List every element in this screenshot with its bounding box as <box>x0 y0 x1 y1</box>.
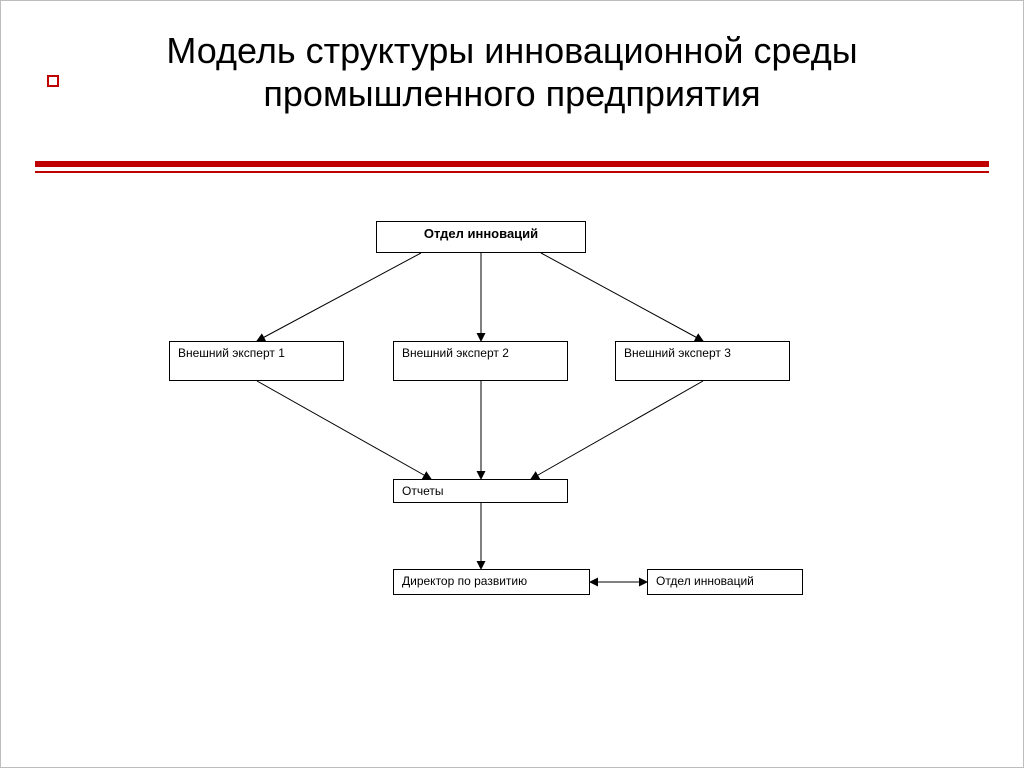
node-expert2: Внешний эксперт 2 <box>393 341 568 381</box>
slide: Модель структуры инновационной среды про… <box>0 0 1024 768</box>
node-expert3: Внешний эксперт 3 <box>615 341 790 381</box>
node-director: Директор по развитию <box>393 569 590 595</box>
title-underline <box>1 161 1023 169</box>
node-top: Отдел инноваций <box>376 221 586 253</box>
slide-title: Модель структуры инновационной среды про… <box>1 1 1023 125</box>
node-expert1: Внешний эксперт 1 <box>169 341 344 381</box>
node-reports: Отчеты <box>393 479 568 503</box>
node-dept2: Отдел инноваций <box>647 569 803 595</box>
title-bullet-icon <box>47 75 59 87</box>
